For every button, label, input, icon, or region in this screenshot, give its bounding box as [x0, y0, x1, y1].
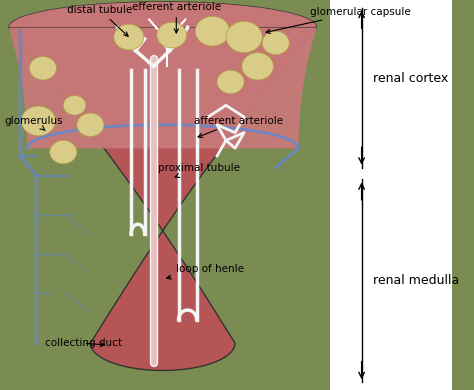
Circle shape	[50, 140, 77, 164]
Circle shape	[157, 22, 187, 48]
Circle shape	[21, 106, 55, 136]
Text: renal cortex: renal cortex	[373, 71, 448, 85]
Polygon shape	[9, 2, 317, 148]
Text: efferent arteriole: efferent arteriole	[132, 2, 221, 33]
Circle shape	[217, 70, 244, 94]
Text: distal tubule: distal tubule	[67, 5, 132, 36]
Circle shape	[77, 113, 104, 136]
Circle shape	[195, 16, 229, 46]
Circle shape	[242, 53, 273, 80]
FancyBboxPatch shape	[330, 0, 452, 390]
Text: proximal tubule: proximal tubule	[158, 163, 240, 177]
Circle shape	[64, 96, 86, 115]
Text: afferent arteriole: afferent arteriole	[194, 116, 283, 137]
Text: collecting duct: collecting duct	[45, 338, 122, 348]
Circle shape	[226, 21, 262, 53]
Polygon shape	[9, 2, 317, 370]
Text: glomerulus: glomerulus	[5, 116, 63, 131]
Circle shape	[29, 57, 56, 80]
Circle shape	[262, 31, 289, 55]
Text: renal medulla: renal medulla	[373, 274, 459, 287]
Text: glomerular capsule: glomerular capsule	[266, 7, 410, 34]
Circle shape	[114, 24, 144, 50]
Text: loop of henle: loop of henle	[167, 264, 244, 279]
